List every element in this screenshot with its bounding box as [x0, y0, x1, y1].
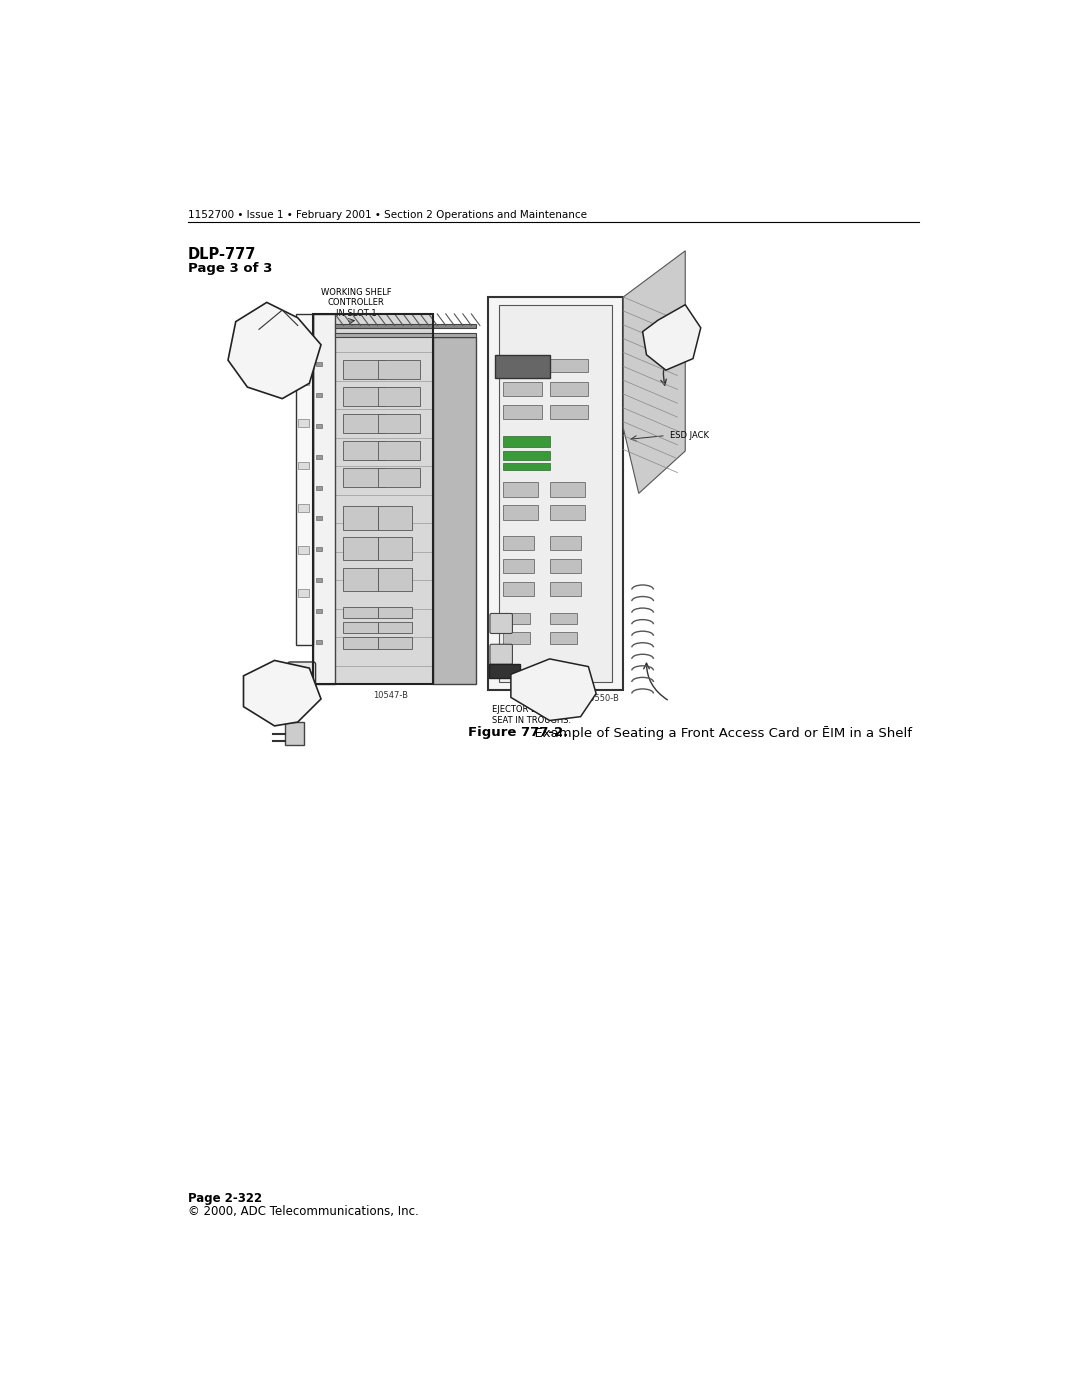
Bar	[550, 559, 581, 573]
Polygon shape	[623, 251, 685, 493]
Polygon shape	[643, 305, 701, 370]
Bar	[503, 535, 535, 549]
Bar	[298, 546, 309, 555]
Bar	[488, 298, 623, 690]
Bar	[298, 462, 309, 469]
Bar	[378, 569, 413, 591]
Text: © 2000, ADC Telecommunications, Inc.: © 2000, ADC Telecommunications, Inc.	[188, 1204, 418, 1218]
Bar	[378, 414, 420, 433]
Bar	[503, 359, 542, 373]
Bar	[315, 578, 322, 583]
Bar	[378, 637, 413, 648]
Text: EJECTOR EARS
SEAT IN TROUGHS.: EJECTOR EARS SEAT IN TROUGHS.	[491, 705, 570, 725]
FancyBboxPatch shape	[490, 613, 512, 633]
Bar	[313, 314, 433, 683]
Bar	[489, 665, 521, 678]
Bar	[503, 613, 530, 624]
Bar	[503, 405, 542, 419]
Bar	[342, 637, 378, 648]
Bar	[342, 387, 386, 407]
Bar	[378, 538, 413, 560]
Bar	[503, 462, 550, 471]
Bar	[378, 387, 420, 407]
Bar	[342, 622, 378, 633]
Bar	[335, 334, 476, 337]
Text: 10550-B: 10550-B	[584, 693, 619, 703]
Bar	[315, 362, 322, 366]
Bar	[298, 588, 309, 597]
Bar	[503, 559, 535, 573]
Bar	[315, 609, 322, 613]
Bar	[296, 314, 313, 645]
Bar	[503, 381, 542, 395]
Bar	[550, 504, 584, 520]
Bar	[342, 414, 386, 433]
Bar	[499, 305, 611, 682]
Bar	[378, 622, 413, 633]
Text: Page 3 of 3: Page 3 of 3	[188, 261, 272, 275]
Bar	[503, 631, 530, 644]
Bar	[313, 314, 335, 683]
Bar	[503, 583, 535, 595]
Bar	[313, 314, 433, 683]
Polygon shape	[511, 659, 596, 721]
Text: WORKING SHELF
CONTROLLER
IN SLOT 1: WORKING SHELF CONTROLLER IN SLOT 1	[321, 288, 391, 317]
Bar	[378, 606, 413, 617]
Text: Figure 777-2.: Figure 777-2.	[469, 726, 568, 739]
Bar	[342, 606, 378, 617]
Bar	[342, 569, 378, 591]
Polygon shape	[243, 661, 321, 726]
Bar	[298, 419, 309, 427]
Bar	[315, 393, 322, 397]
Polygon shape	[228, 302, 321, 398]
FancyBboxPatch shape	[287, 662, 315, 693]
Bar	[503, 504, 538, 520]
Bar	[503, 436, 550, 447]
Text: 1152700 • Issue 1 • February 2001 • Section 2 Operations and Maintenance: 1152700 • Issue 1 • February 2001 • Sect…	[188, 210, 586, 219]
Bar	[315, 640, 322, 644]
Bar	[315, 486, 322, 489]
Bar	[284, 722, 303, 745]
Bar	[342, 538, 378, 560]
Bar	[550, 381, 589, 395]
Text: Example of Seating a Front Access Card or ĒIM in a Shelf: Example of Seating a Front Access Card o…	[526, 726, 913, 740]
Bar	[342, 360, 386, 380]
Bar	[550, 405, 589, 419]
Text: ESD JACK: ESD JACK	[670, 432, 708, 440]
Bar	[550, 613, 577, 624]
Bar	[378, 468, 420, 488]
Bar	[550, 359, 589, 373]
Bar	[503, 451, 550, 460]
Bar	[342, 468, 386, 488]
Bar	[433, 337, 476, 683]
Bar	[550, 482, 584, 497]
Bar	[378, 360, 420, 380]
Bar	[378, 507, 413, 529]
Bar	[378, 441, 420, 460]
Bar	[298, 377, 309, 384]
Bar	[335, 324, 476, 328]
Bar	[550, 583, 581, 595]
Bar	[315, 425, 322, 427]
Bar	[496, 355, 550, 377]
Bar	[342, 441, 386, 460]
Bar	[550, 631, 577, 644]
Bar	[298, 504, 309, 511]
Bar	[315, 517, 322, 520]
Bar	[503, 482, 538, 497]
Text: Page 2-322: Page 2-322	[188, 1192, 261, 1204]
Text: 10547-B: 10547-B	[374, 692, 408, 700]
Bar	[342, 507, 378, 529]
Bar	[315, 548, 322, 550]
FancyBboxPatch shape	[490, 644, 512, 665]
Text: DLP-777: DLP-777	[188, 247, 256, 263]
Bar	[315, 455, 322, 458]
Bar	[550, 535, 581, 549]
